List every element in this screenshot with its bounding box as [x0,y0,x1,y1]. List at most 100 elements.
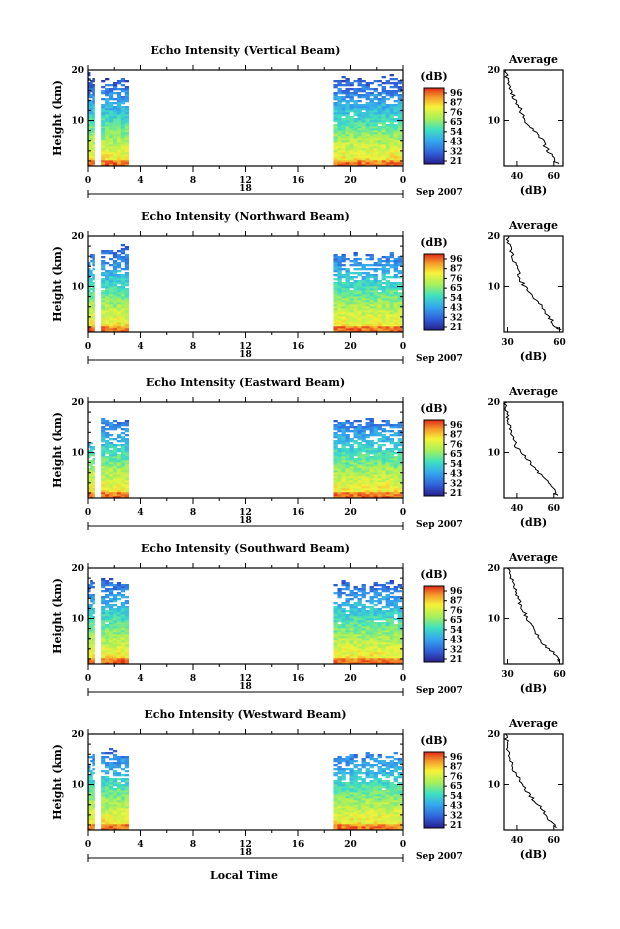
heatmap-cell [385,422,390,425]
heatmap-cell [337,286,342,289]
heatmap-cell [353,474,358,477]
heatmap-cell [393,268,398,271]
heatmap-cell [116,822,122,825]
heatmap-cell [381,822,386,825]
heatmap-cell [92,164,95,167]
heatmap-cell [385,260,390,263]
heatmap-cell [333,790,338,793]
heatmap-cell [393,126,398,129]
heatmap-cell [333,148,338,151]
heatmap-cell [333,284,338,287]
heatmap-cell [369,450,374,453]
heatmap-cell [333,158,338,161]
heatmap-cell [92,290,95,293]
heatmap-cell [109,288,114,291]
heatmap-cell [101,632,106,635]
heatmap-cell [381,276,386,279]
heatmap-cell [345,492,350,495]
heatmap-cell [120,818,126,821]
heatmap-cell [365,790,370,793]
heatmap-cell [393,94,398,97]
heatmap-cell [124,140,129,143]
heatmap-cell [353,494,358,497]
heatmap-cell [124,632,129,635]
heatmap-cell [109,326,114,329]
x-tick-label: 12 [239,176,252,186]
heatmap-cell [353,272,358,275]
heatmap-cell [124,780,129,783]
heatmap-cell [369,598,374,601]
heatmap-cell [381,108,386,111]
heatmap-cell [381,420,386,423]
heatmap-cell [101,650,106,653]
heatmap-cell [349,762,354,765]
heatmap-cell [109,114,114,117]
heatmap-cell [377,434,382,437]
heatmap-cell [88,110,91,113]
heatmap-cell [345,258,350,261]
heatmap-cell [105,780,110,783]
heatmap-cell [116,766,122,769]
heatmap-cell [365,326,370,329]
heatmap-cell [337,270,342,273]
heatmap-cell [90,482,93,485]
heatmap-cell [92,644,95,647]
heatmap-cell [369,440,374,443]
heatmap-cell [88,128,91,131]
heatmap-cell [333,492,338,495]
heatmap-cell [357,822,362,825]
heatmap-cell [92,798,95,801]
heatmap-cell [92,156,95,159]
heatmap-cell [353,656,358,659]
heatmap-cell [381,812,386,815]
heatmap-cell [349,636,354,639]
heatmap-cell [337,262,342,265]
heatmap-cell [109,494,114,497]
heatmap-cell [337,284,342,287]
heatmap-cell [341,640,346,643]
heatmap-cell [385,474,390,477]
heatmap-cell [337,604,342,607]
heatmap-cell [120,158,126,161]
heatmap-cell [92,306,95,309]
heatmap-cell [381,314,386,317]
heatmap-cell [349,626,354,629]
x-tick-label: 4 [137,176,143,186]
heatmap-cell [345,152,350,155]
heatmap-cell [365,646,370,649]
heatmap-cell [112,122,118,125]
heatmap-cell [112,330,118,333]
heatmap-cell [90,580,93,583]
heatmap-cell [333,662,338,665]
heatmap-cell [337,470,342,473]
heatmap-cell [353,472,358,475]
heatmap-cell [353,608,358,611]
heatmap-cell [341,148,346,151]
heatmap-cell [92,476,95,479]
heatmap-cell [373,306,378,309]
heatmap-cell [365,120,370,123]
heatmap-cell [333,292,338,295]
heatmap-cell [377,798,382,801]
heatmap-cell [377,102,382,105]
heatmap-cell [337,462,342,465]
heatmap-cell [90,126,93,129]
heatmap-cell [353,804,358,807]
heatmap-cell [353,788,358,791]
heatmap-cell [369,300,374,303]
panel-title: Echo Intensity (Westward Beam) [144,708,346,721]
heatmap-cell [393,314,398,317]
heatmap-cell [345,322,350,325]
heatmap-cell [385,598,390,601]
heatmap-cell [333,808,338,811]
heatmap-cell [116,488,122,491]
heatmap-cell [112,492,118,495]
heatmap-cell [341,464,346,467]
heatmap-cell [349,604,354,607]
heatmap-cell [112,822,118,825]
heatmap-cell [365,126,370,129]
heatmap-cell [101,280,106,283]
heatmap-cell [90,106,93,109]
heatmap-cell [365,418,370,421]
heatmap-cell [341,828,346,831]
